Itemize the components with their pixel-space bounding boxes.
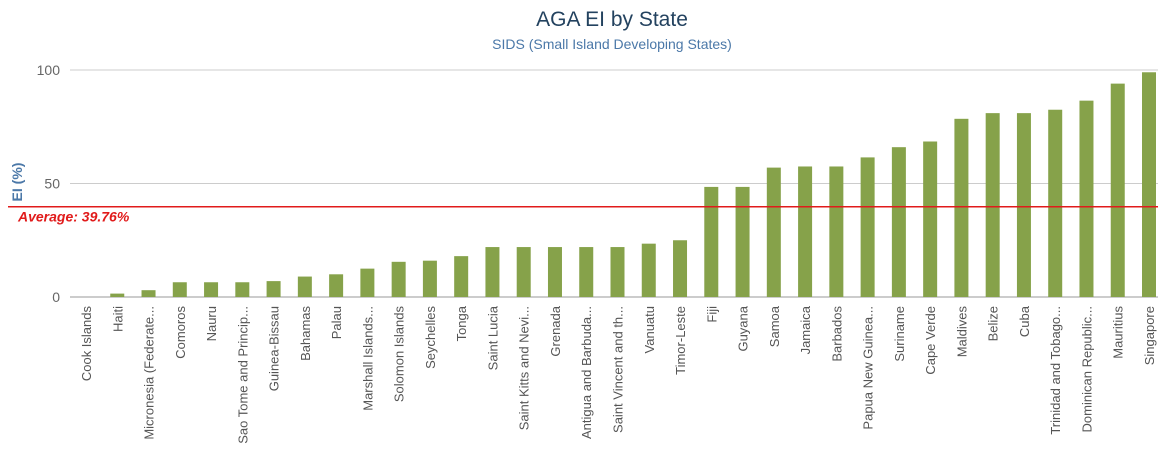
- bar[interactable]: [766, 167, 781, 297]
- bar[interactable]: [1048, 109, 1063, 297]
- y-tick-label: 0: [52, 289, 60, 305]
- x-tick-label: Singapore: [1142, 306, 1157, 365]
- x-tick-label: Vanuatu: [642, 306, 657, 353]
- bar[interactable]: [1079, 100, 1094, 298]
- x-tick-label: Fiji: [704, 306, 719, 323]
- x-tick-label: Sao Tome and Princip...: [235, 306, 250, 444]
- bar[interactable]: [391, 261, 406, 297]
- bar[interactable]: [1016, 113, 1031, 297]
- x-tick-label: Saint Kitts and Nevi...: [517, 306, 532, 430]
- x-tick-label: Papua New Guinea...: [861, 306, 876, 430]
- bar[interactable]: [141, 290, 156, 297]
- bar[interactable]: [297, 276, 312, 297]
- y-tick-label: 50: [44, 176, 60, 192]
- bar[interactable]: [110, 293, 125, 297]
- bar[interactable]: [172, 282, 187, 297]
- bars-group: [110, 72, 1156, 298]
- x-tick-label: Samoa: [767, 305, 782, 347]
- bar[interactable]: [891, 147, 906, 297]
- bar[interactable]: [329, 274, 344, 297]
- bar[interactable]: [985, 113, 1000, 297]
- bar[interactable]: [704, 186, 719, 297]
- x-tick-label: Maldives: [954, 306, 969, 358]
- bar[interactable]: [1142, 72, 1156, 298]
- x-tick-label: Micronesia (Federate...: [142, 306, 157, 440]
- y-tick-labels-group: 0 50 100: [37, 62, 61, 305]
- x-tick-label: Antigua and Barbuda...: [579, 306, 594, 439]
- x-tick-label: Dominican Republic...: [1079, 306, 1094, 432]
- bar[interactable]: [641, 243, 656, 297]
- x-tick-label: Trinidad and Tobago...: [1048, 306, 1063, 435]
- x-tick-label: Saint Lucia: [485, 305, 500, 370]
- bar[interactable]: [798, 166, 813, 297]
- bar[interactable]: [266, 281, 281, 297]
- x-tick-labels-group: Cook Islands Haiti Micronesia (Federate...…: [79, 305, 1157, 444]
- x-tick-label: Cuba: [1017, 305, 1032, 337]
- y-axis-label: EI (%): [9, 163, 25, 202]
- bar[interactable]: [673, 240, 688, 297]
- bar[interactable]: [860, 157, 875, 297]
- x-tick-label: Jamaica: [798, 305, 813, 354]
- bar[interactable]: [454, 256, 469, 297]
- chart-title: AGA EI by State: [536, 8, 688, 31]
- x-tick-label: Guyana: [736, 305, 751, 351]
- bar[interactable]: [360, 268, 375, 298]
- x-tick-label: Nauru: [204, 306, 219, 341]
- x-tick-label: Haiti: [110, 306, 125, 332]
- x-tick-label: Guinea-Bissau: [267, 306, 282, 391]
- x-tick-label: Belize: [986, 306, 1001, 341]
- bar[interactable]: [516, 247, 531, 297]
- bar[interactable]: [923, 141, 938, 298]
- x-tick-label: Seychelles: [423, 306, 438, 369]
- bar[interactable]: [1110, 83, 1125, 298]
- bar[interactable]: [235, 282, 250, 297]
- average-line-group: Average: 39.76%: [8, 205, 1158, 225]
- x-tick-label: Mauritius: [1111, 306, 1126, 359]
- y-tick-label: 100: [37, 62, 61, 78]
- x-tick-label: Saint Vincent and th...: [611, 306, 626, 433]
- x-tick-label: Solomon Islands: [392, 306, 407, 403]
- bar[interactable]: [610, 247, 625, 297]
- x-tick-label: Palau: [329, 306, 344, 339]
- x-tick-label: Grenada: [548, 305, 563, 356]
- bar[interactable]: [485, 247, 500, 297]
- chart-subtitle: SIDS (Small Island Developing States): [492, 36, 732, 52]
- x-tick-label: Cape Verde: [923, 306, 938, 375]
- x-tick-label: Bahamas: [298, 306, 313, 361]
- bar[interactable]: [579, 247, 594, 297]
- bar[interactable]: [204, 282, 219, 297]
- x-tick-label: Timor-Leste: [673, 306, 688, 375]
- bar[interactable]: [735, 186, 750, 297]
- x-tick-label: Tonga: [454, 305, 469, 341]
- x-tick-label: Suriname: [892, 306, 907, 362]
- bar[interactable]: [954, 118, 969, 297]
- x-tick-label: Comoros: [173, 306, 188, 359]
- bar[interactable]: [422, 260, 437, 297]
- x-tick-label: Marshall Islands...: [360, 306, 375, 411]
- average-label: Average: 39.76%: [17, 209, 130, 225]
- x-tick-label: Cook Islands: [79, 306, 94, 382]
- bar[interactable]: [829, 166, 844, 297]
- x-tick-label: Barbados: [829, 306, 844, 362]
- bar[interactable]: [547, 247, 562, 297]
